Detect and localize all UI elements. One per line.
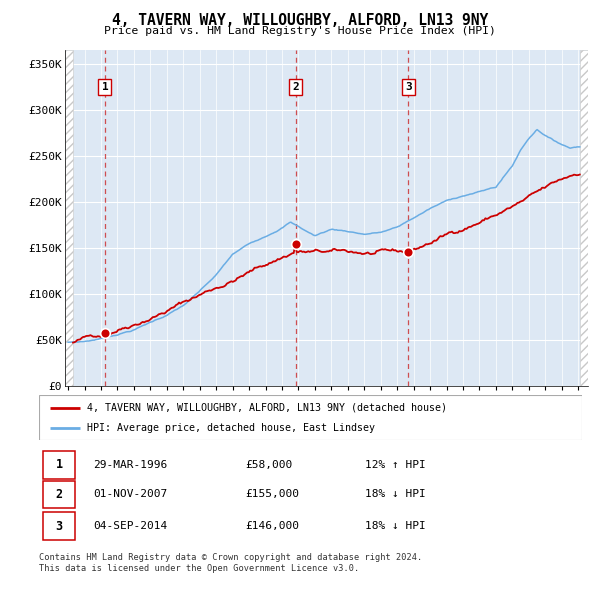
Text: 2: 2 — [56, 488, 62, 501]
Text: 04-SEP-2014: 04-SEP-2014 — [94, 521, 167, 531]
Text: Price paid vs. HM Land Registry's House Price Index (HPI): Price paid vs. HM Land Registry's House … — [104, 26, 496, 36]
FancyBboxPatch shape — [43, 480, 75, 509]
Text: 2: 2 — [292, 82, 299, 92]
FancyBboxPatch shape — [43, 512, 75, 540]
Text: 3: 3 — [405, 82, 412, 92]
Text: Contains HM Land Registry data © Crown copyright and database right 2024.
This d: Contains HM Land Registry data © Crown c… — [39, 553, 422, 573]
FancyBboxPatch shape — [39, 395, 582, 440]
Text: £146,000: £146,000 — [245, 521, 299, 531]
Text: 3: 3 — [56, 520, 62, 533]
Text: 12% ↑ HPI: 12% ↑ HPI — [365, 460, 425, 470]
Text: 01-NOV-2007: 01-NOV-2007 — [94, 490, 167, 499]
Text: £155,000: £155,000 — [245, 490, 299, 499]
Text: HPI: Average price, detached house, East Lindsey: HPI: Average price, detached house, East… — [87, 424, 375, 434]
Text: 1: 1 — [56, 458, 62, 471]
Text: 18% ↓ HPI: 18% ↓ HPI — [365, 490, 425, 499]
Text: 4, TAVERN WAY, WILLOUGHBY, ALFORD, LN13 9NY: 4, TAVERN WAY, WILLOUGHBY, ALFORD, LN13 … — [112, 13, 488, 28]
Text: £58,000: £58,000 — [245, 460, 293, 470]
Bar — [580, 50, 588, 386]
Bar — [65, 50, 73, 386]
Text: 4, TAVERN WAY, WILLOUGHBY, ALFORD, LN13 9NY (detached house): 4, TAVERN WAY, WILLOUGHBY, ALFORD, LN13 … — [87, 403, 447, 412]
Text: 1: 1 — [101, 82, 109, 92]
Text: 18% ↓ HPI: 18% ↓ HPI — [365, 521, 425, 531]
FancyBboxPatch shape — [43, 451, 75, 478]
Text: 29-MAR-1996: 29-MAR-1996 — [94, 460, 167, 470]
